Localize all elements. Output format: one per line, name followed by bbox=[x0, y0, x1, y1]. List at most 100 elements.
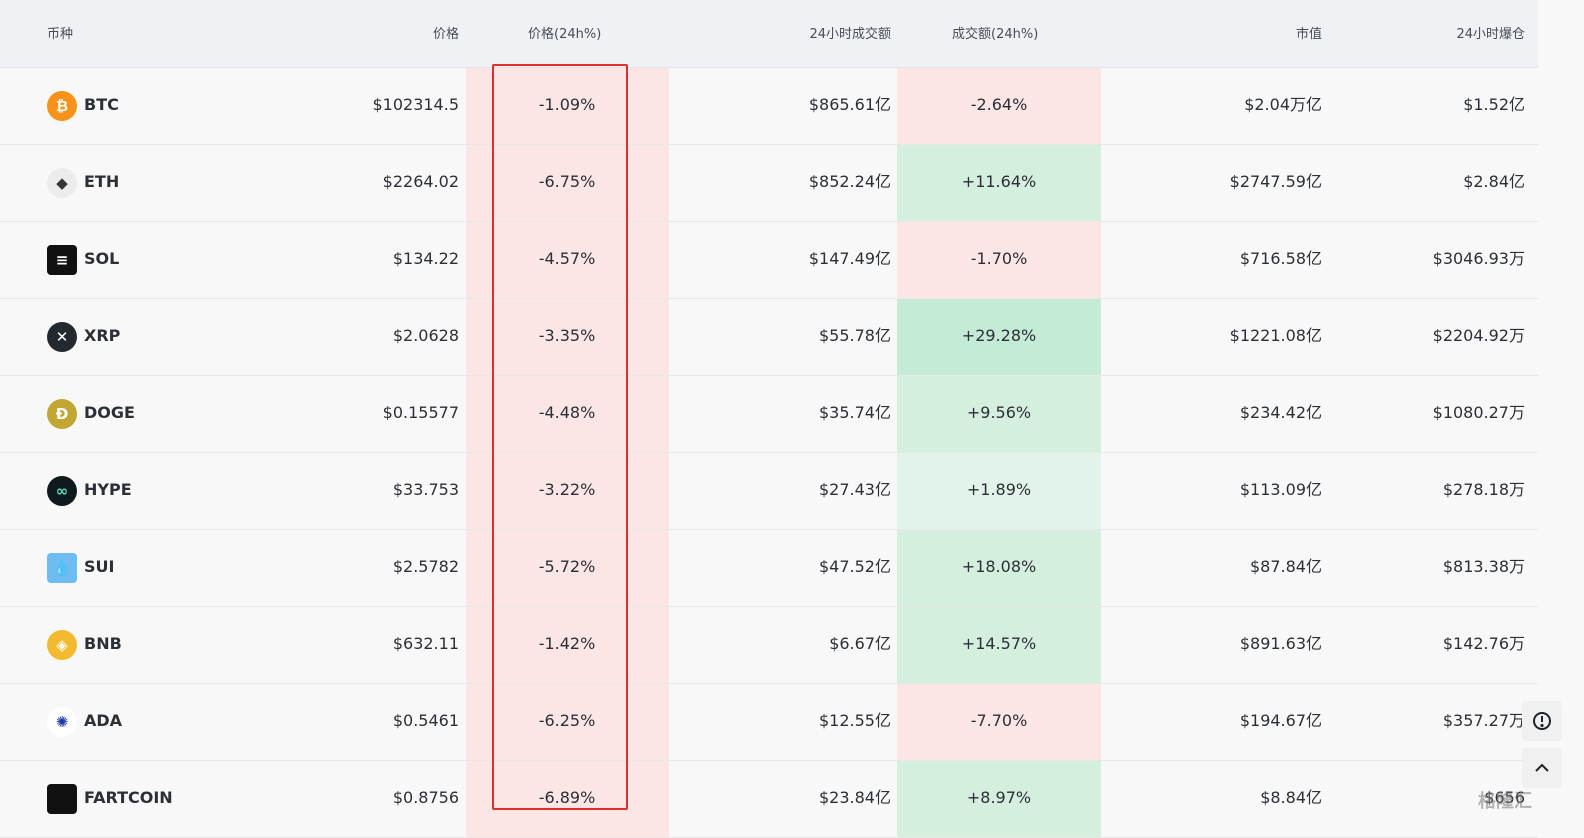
price-change-cell: -6.25% bbox=[538, 711, 596, 730]
table-row[interactable]: ≡ SOL $134.22 -4.57% $147.49亿 -1.70% $716.58亿 $… bbox=[0, 222, 1538, 299]
market-cap-cell: $2747.59亿 bbox=[1229, 172, 1322, 191]
price-cell: $0.15577 bbox=[382, 403, 459, 422]
price-cell: $2.0628 bbox=[392, 326, 459, 345]
volume-change-cell: +18.08% bbox=[961, 557, 1037, 576]
price-cell: $0.5461 bbox=[392, 711, 459, 730]
settings-button[interactable] bbox=[1522, 701, 1562, 741]
hyperliquid-icon: ∞ bbox=[47, 476, 77, 506]
table-row[interactable]: ∞ HYPE $33.753 -3.22% $27.43亿 +1.89% $113.09亿 $… bbox=[0, 453, 1538, 530]
cardano-icon: ✺ bbox=[47, 707, 77, 737]
table-row[interactable]: ✺ ADA $0.5461 -6.25% $12.55亿 -7.70% $194.67亿 $3… bbox=[0, 684, 1538, 761]
market-cap-cell: $8.84亿 bbox=[1260, 788, 1322, 807]
ethereum-icon: ◆ bbox=[47, 168, 77, 198]
volume-change-band bbox=[897, 68, 1101, 144]
crypto-table: 币种 价格 价格(24h%) 24小时成交额 成交额(24h%) 市值 24小时… bbox=[0, 0, 1538, 838]
table-row[interactable]: ₿ BTC $102314.5 -1.09% $865.61亿 -2.64% $2.04万亿… bbox=[0, 68, 1538, 145]
price-change-band bbox=[466, 607, 669, 683]
liquidation-cell: $357.27万 bbox=[1442, 711, 1525, 730]
bitcoin-icon: ₿ bbox=[47, 91, 77, 121]
volume-change-cell: +1.89% bbox=[966, 480, 1032, 499]
volume-change-cell: +8.97% bbox=[966, 788, 1032, 807]
liquidation-cell: $2.84亿 bbox=[1463, 172, 1525, 191]
header-volume-change[interactable]: 成交额(24h%) bbox=[952, 27, 1039, 42]
coin-symbol[interactable]: SOL bbox=[84, 249, 120, 268]
coin-symbol[interactable]: ADA bbox=[84, 711, 123, 730]
coin-symbol[interactable]: XRP bbox=[84, 326, 121, 345]
header-liquidation[interactable]: 24小时爆仓 bbox=[1456, 27, 1525, 42]
price-change-band bbox=[466, 761, 669, 837]
market-cap-cell: $1221.08亿 bbox=[1229, 326, 1322, 345]
price-cell: $632.11 bbox=[392, 634, 459, 653]
volume-cell: $23.84亿 bbox=[819, 788, 891, 807]
liquidation-cell: $656 bbox=[1484, 788, 1525, 807]
volume-cell: $6.67亿 bbox=[829, 634, 891, 653]
table-row[interactable]: FARTCOIN $0.8756 -6.89% $23.84亿 +8.97% $8.84亿… bbox=[0, 761, 1538, 838]
volume-cell: $852.24亿 bbox=[808, 172, 891, 191]
volume-change-band bbox=[897, 761, 1101, 837]
header-price-change[interactable]: 价格(24h%) bbox=[528, 27, 602, 42]
scroll-top-button[interactable] bbox=[1522, 748, 1562, 788]
market-cap-cell: $891.63亿 bbox=[1239, 634, 1322, 653]
table-header: 币种 价格 价格(24h%) 24小时成交额 成交额(24h%) 市值 24小时… bbox=[0, 0, 1538, 68]
table-row[interactable]: Ð DOGE $0.15577 -4.48% $35.74亿 +9.56% $234.42亿… bbox=[0, 376, 1538, 453]
table-body: ₿ BTC $102314.5 -1.09% $865.61亿 -2.64% $2.04万亿… bbox=[0, 68, 1538, 838]
liquidation-cell: $142.76万 bbox=[1442, 634, 1525, 653]
volume-change-cell: -1.70% bbox=[970, 249, 1028, 268]
volume-change-band bbox=[897, 145, 1101, 221]
coin-symbol[interactable]: BNB bbox=[84, 634, 122, 653]
coin-symbol[interactable]: SUI bbox=[84, 557, 115, 576]
price-change-band bbox=[466, 530, 669, 606]
header-volume[interactable]: 24小时成交额 bbox=[809, 27, 891, 42]
price-change-band bbox=[466, 299, 669, 375]
coin-symbol[interactable]: DOGE bbox=[84, 403, 135, 422]
market-cap-cell: $87.84亿 bbox=[1250, 557, 1322, 576]
settings-icon bbox=[1533, 712, 1551, 730]
header-market-cap[interactable]: 市值 bbox=[1295, 27, 1322, 42]
table-row[interactable]: 💧 SUI $2.5782 -5.72% $47.52亿 +18.08% $87.84亿 $8… bbox=[0, 530, 1538, 607]
volume-cell: $147.49亿 bbox=[808, 249, 891, 268]
header-coin[interactable]: 币种 bbox=[47, 27, 74, 42]
liquidation-cell: $813.38万 bbox=[1442, 557, 1525, 576]
table-row[interactable]: ◆ ETH $2264.02 -6.75% $852.24亿 +11.64% $2747.5… bbox=[0, 145, 1538, 222]
price-change-band bbox=[466, 684, 669, 760]
fartcoin-icon bbox=[47, 784, 77, 814]
volume-cell: $12.55亿 bbox=[819, 711, 891, 730]
sui-icon: 💧 bbox=[47, 553, 77, 583]
price-cell: $0.8756 bbox=[392, 788, 459, 807]
liquidation-cell: $3046.93万 bbox=[1432, 249, 1525, 268]
coin-symbol[interactable]: BTC bbox=[84, 95, 119, 114]
volume-change-band bbox=[897, 607, 1101, 683]
coin-symbol[interactable]: HYPE bbox=[84, 480, 132, 499]
volume-cell: $47.52亿 bbox=[819, 557, 891, 576]
volume-cell: $35.74亿 bbox=[819, 403, 891, 422]
price-change-cell: -3.22% bbox=[538, 480, 596, 499]
volume-cell: $865.61亿 bbox=[808, 95, 891, 114]
table-row[interactable]: ◈ BNB $632.11 -1.42% $6.67亿 +14.57% $891.63亿 $1… bbox=[0, 607, 1538, 684]
volume-change-band bbox=[897, 222, 1101, 298]
volume-cell: $27.43亿 bbox=[819, 480, 891, 499]
coin-symbol[interactable]: FARTCOIN bbox=[84, 788, 173, 807]
price-change-cell: -1.09% bbox=[538, 95, 596, 114]
volume-change-band bbox=[897, 376, 1101, 452]
price-change-band bbox=[466, 222, 669, 298]
price-change-band bbox=[466, 68, 669, 144]
market-cap-cell: $194.67亿 bbox=[1239, 711, 1322, 730]
coin-symbol[interactable]: ETH bbox=[84, 172, 120, 191]
price-change-cell: -1.42% bbox=[538, 634, 596, 653]
price-change-band bbox=[466, 376, 669, 452]
price-change-cell: -3.35% bbox=[538, 326, 596, 345]
header-price[interactable]: 价格 bbox=[432, 27, 459, 42]
price-change-band bbox=[466, 453, 669, 529]
price-cell: $134.22 bbox=[392, 249, 459, 268]
table-row[interactable]: ✕ XRP $2.0628 -3.35% $55.78亿 +29.28% $1221.08亿… bbox=[0, 299, 1538, 376]
price-cell: $2.5782 bbox=[392, 557, 459, 576]
liquidation-cell: $1.52亿 bbox=[1463, 95, 1525, 114]
volume-change-cell: +29.28% bbox=[961, 326, 1037, 345]
volume-cell: $55.78亿 bbox=[819, 326, 891, 345]
watermark: 格隆汇 bbox=[1478, 791, 1532, 812]
volume-change-cell: -2.64% bbox=[970, 95, 1028, 114]
price-change-cell: -6.89% bbox=[538, 788, 596, 807]
volume-change-cell: +9.56% bbox=[966, 403, 1032, 422]
price-cell: $2264.02 bbox=[382, 172, 459, 191]
price-change-cell: -5.72% bbox=[538, 557, 596, 576]
